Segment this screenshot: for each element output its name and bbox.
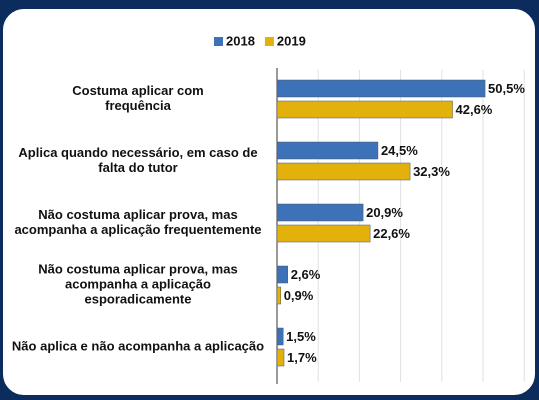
value-label: 1,7%: [287, 350, 317, 365]
value-label: 22,6%: [373, 226, 410, 241]
bar: [276, 141, 379, 160]
value-label: 42,6%: [456, 102, 493, 117]
legend-swatch: [264, 37, 274, 46]
category-label: Não costuma aplicar prova, mas acompanha…: [14, 207, 262, 237]
category-label: Não aplica e não acompanha a aplicação: [11, 338, 265, 354]
value-label: 50,5%: [488, 81, 525, 96]
bar: [276, 79, 486, 98]
bar: [276, 348, 285, 367]
bar: [276, 100, 453, 119]
legend-label: 2018: [226, 33, 255, 48]
bar: [276, 327, 284, 346]
bar: [276, 286, 281, 305]
value-label: 20,9%: [366, 205, 403, 220]
value-label: 32,3%: [413, 164, 450, 179]
category-label: Costuma aplicar com frequência: [72, 83, 204, 113]
category-label: Não costuma aplicar prova, mas acompanha…: [38, 261, 238, 307]
value-label: 2,6%: [291, 267, 321, 282]
value-label: 1,5%: [286, 329, 316, 344]
bar: [276, 224, 371, 243]
bar: [276, 162, 411, 181]
value-label: 24,5%: [381, 143, 418, 158]
category-label: Aplica quando necessário, em caso de fal…: [18, 145, 258, 175]
bar: [276, 265, 288, 284]
legend-swatch: [214, 37, 223, 46]
bar: [276, 203, 364, 222]
value-label: 0,9%: [284, 288, 314, 303]
legend-label: 2019: [277, 33, 306, 48]
